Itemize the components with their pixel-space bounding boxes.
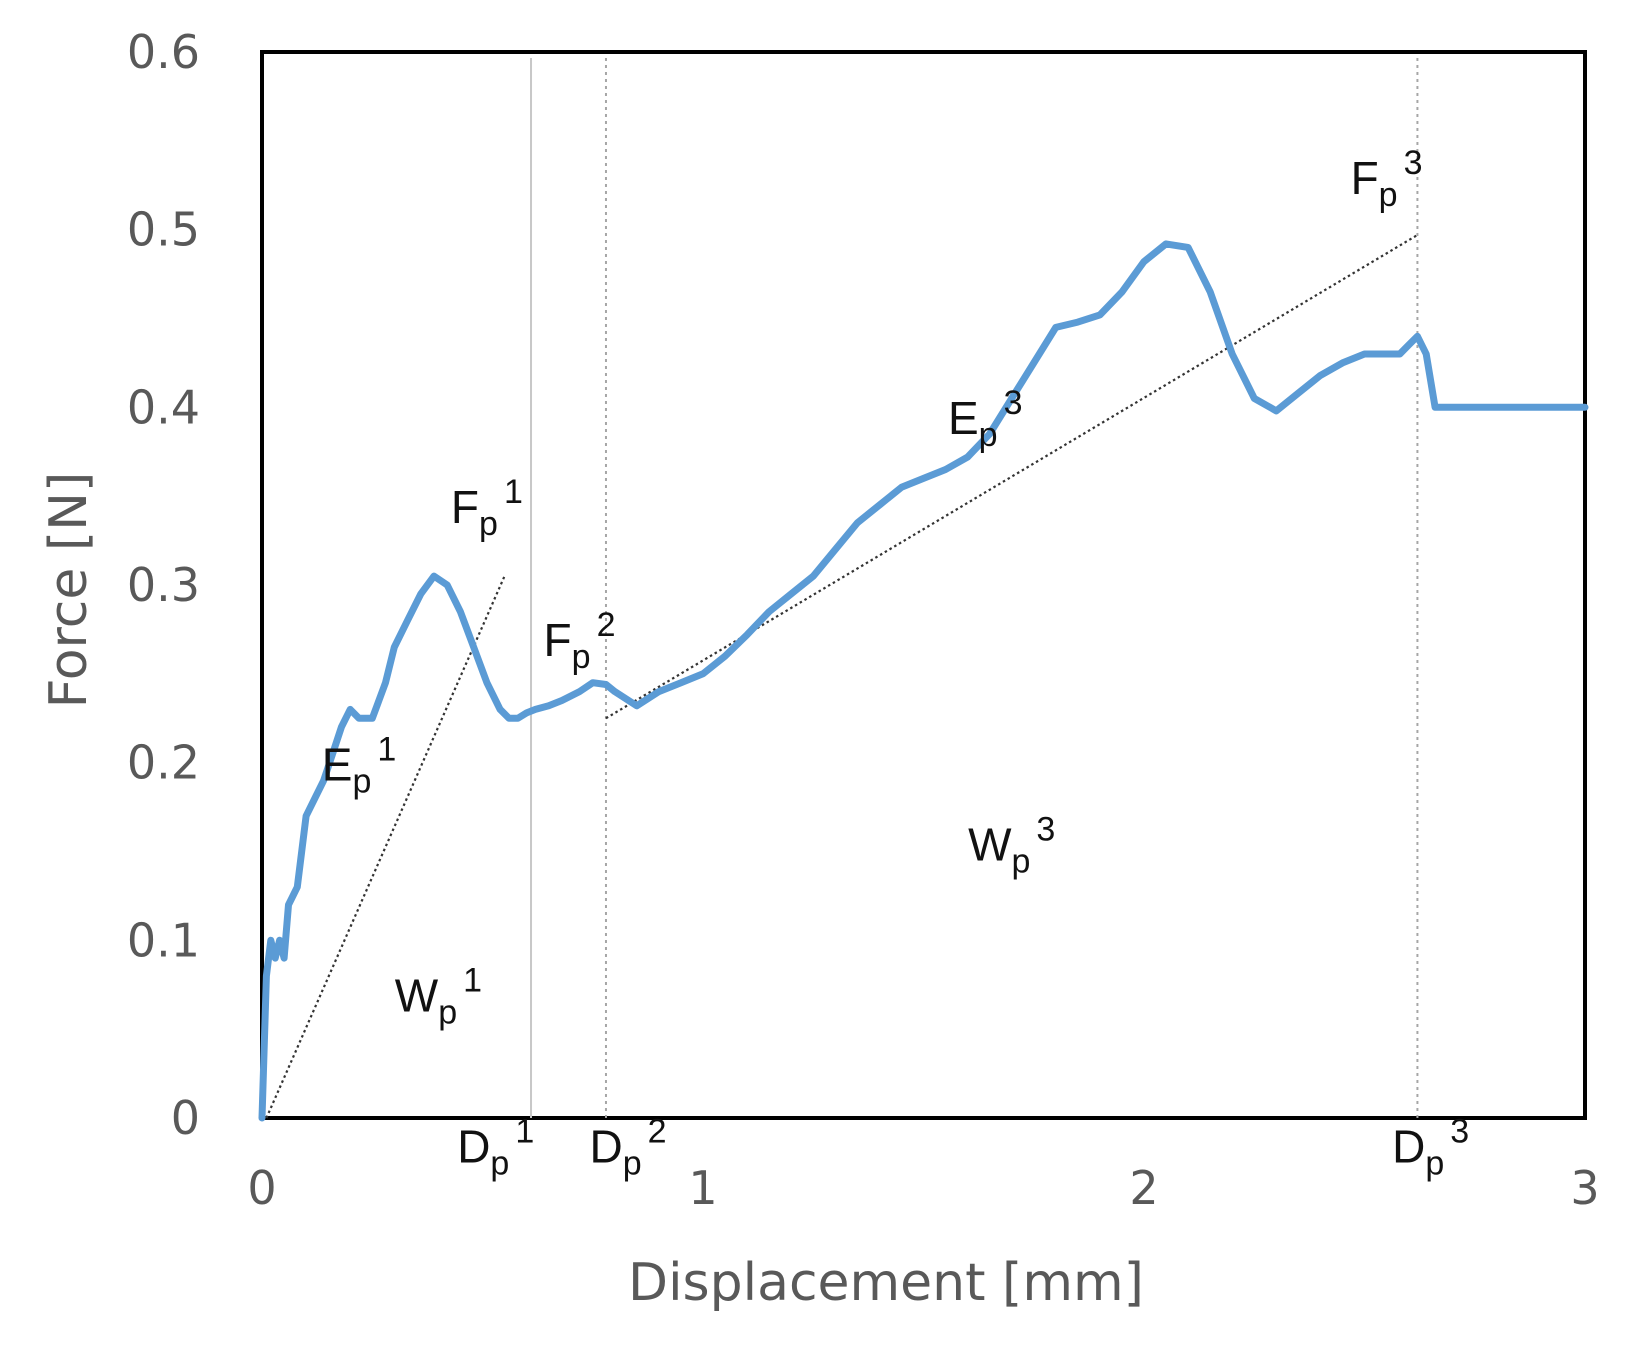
x-tick-label: 0 [247,1161,276,1215]
x-tick-labels: 0 1 2 3 [247,1161,1599,1215]
x-tick-label: 3 [1570,1161,1599,1215]
y-tick-label: 0 [171,1091,200,1145]
secant-lines [265,234,1418,1119]
y-tick-label: 0.5 [127,203,200,257]
annotation-Dp3: Dp3 [1392,1112,1469,1182]
annotation-Ep3: Ep3 [948,384,1023,454]
annotation-Dp2: Dp2 [589,1112,666,1182]
y-tick-label: 0.3 [127,558,200,612]
annotation-Fp2: Fp2 [544,606,616,676]
point-annotations: Fp1 Fp2 Fp3 Ep1 Ep3 Wp1 Wp3 Dp1 Dp2 Dp3 [322,144,1469,1182]
displacement-guide-lines [530,58,1419,1118]
secant-line-2 [605,234,1418,720]
annotation-Wp1: Wp1 [395,961,482,1031]
annotation-Dp1: Dp1 [457,1112,534,1182]
annotation-Ep1: Ep1 [322,730,397,800]
y-axis-title: Force [N] [39,472,99,709]
annotation-Wp3: Wp3 [968,810,1055,880]
x-tick-label: 1 [688,1161,717,1215]
plot-frame [260,50,1587,1120]
y-tick-label: 0.4 [127,380,200,434]
x-axis-title: Displacement [mm] [628,1253,1144,1313]
annotation-Fp1: Fp1 [451,473,523,543]
y-tick-label: 0.1 [127,913,200,967]
x-tick-label: 2 [1129,1161,1158,1215]
annotation-Fp3: Fp3 [1351,144,1423,214]
y-tick-labels: 0 0.1 0.2 0.3 0.4 0.5 0.6 [127,25,200,1145]
force-curve [258,240,1589,1122]
y-tick-label: 0.6 [127,25,200,79]
y-tick-label: 0.2 [127,736,200,790]
